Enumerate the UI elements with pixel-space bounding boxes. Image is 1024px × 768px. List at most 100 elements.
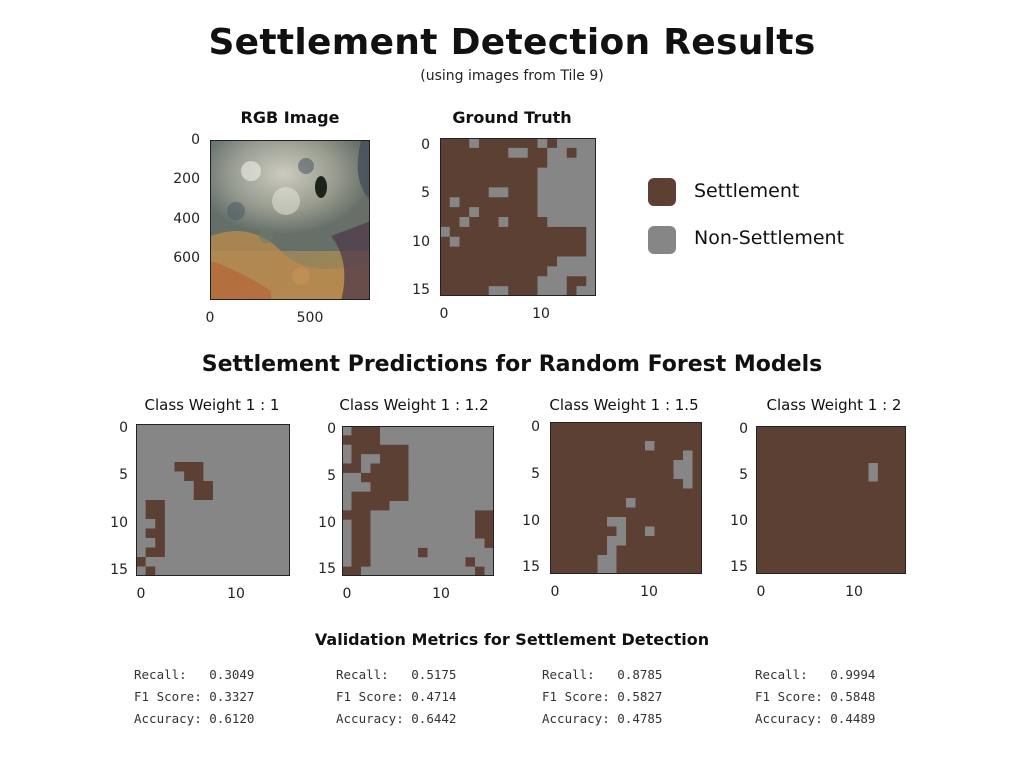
settlement-cell [566, 286, 577, 296]
y-tick: 10 [318, 515, 336, 531]
settlement-cell [896, 546, 906, 556]
non-settlement-cell [280, 500, 290, 510]
non-settlement-cell [389, 426, 400, 436]
non-settlement-cell [164, 557, 175, 567]
non-settlement-cell [232, 471, 243, 482]
non-settlement-cell [241, 433, 252, 444]
settlement-cell [896, 426, 906, 436]
settlement-cell [440, 236, 451, 248]
non-settlement-cell [222, 547, 233, 558]
metrics-block-4: Recall: 0.9994 F1 Score: 0.5848 Accuracy… [755, 664, 875, 730]
non-settlement-cell [566, 138, 577, 149]
non-settlement-cell [184, 481, 195, 491]
settlement-cell [756, 444, 766, 455]
settlement-cell [459, 147, 470, 159]
settlement-cell [508, 226, 519, 238]
settlement-cell [784, 546, 794, 556]
settlement-cell [449, 286, 460, 296]
non-settlement-cell [566, 167, 577, 178]
non-settlement-cell [145, 424, 156, 434]
settlement-cell [380, 472, 390, 483]
settlement-cell [840, 490, 851, 501]
non-settlement-cell [484, 435, 494, 446]
metric-value: 0.4489 [830, 711, 876, 726]
non-settlement-cell [645, 526, 655, 537]
settlement-cell [784, 527, 794, 538]
plot-title: Class Weight 1 : 2 [766, 396, 902, 414]
non-settlement-cell [683, 460, 693, 470]
settlement-cell [831, 518, 841, 529]
metric-label: F1 Score: [336, 689, 412, 704]
settlement-cell [821, 444, 832, 455]
settlement-cell [479, 256, 490, 267]
non-settlement-cell [232, 490, 243, 501]
settlement-cell [664, 536, 674, 546]
settlement-cell [635, 460, 646, 470]
non-settlement-cell [232, 566, 243, 576]
non-settlement-cell [475, 454, 485, 464]
non-settlement-cell [241, 500, 252, 510]
settlement-cell [802, 546, 813, 556]
non-settlement-cell [174, 547, 185, 558]
settlement-cell [607, 479, 617, 489]
settlement-cell [896, 518, 906, 529]
settlement-cell [877, 509, 888, 519]
metrics-block-3: Recall: 0.8785 F1 Score: 0.5827 Accuracy… [542, 664, 662, 730]
settlement-cell [380, 444, 390, 455]
non-settlement-cell [213, 490, 224, 501]
non-settlement-cell [475, 557, 485, 568]
settlement-cell [569, 422, 579, 432]
settlement-cell [527, 187, 538, 198]
non-settlement-cell [241, 452, 252, 463]
settlement-cell [557, 246, 568, 257]
non-settlement-cell [465, 426, 476, 436]
settlement-cell [774, 537, 785, 547]
settlement-cell [793, 509, 804, 519]
settlement-cell [518, 177, 529, 188]
settlement-cell [664, 507, 674, 518]
settlement-cell [692, 517, 702, 527]
non-settlement-cell [683, 469, 693, 480]
non-settlement-cell [342, 426, 352, 436]
settlement-cell [527, 266, 538, 277]
non-settlement-cell [136, 538, 147, 548]
non-settlement-cell [222, 462, 233, 472]
settlement-cell [607, 422, 617, 432]
settlement-cell [840, 435, 851, 445]
non-settlement-cell [251, 500, 262, 510]
non-settlement-cell [389, 547, 400, 558]
settlement-cell [840, 546, 851, 556]
non-settlement-cell [174, 433, 185, 444]
non-settlement-cell [241, 490, 252, 501]
settlement-cell [479, 207, 490, 218]
settlement-cell [588, 507, 598, 518]
settlement-cell [537, 147, 548, 159]
settlement-cell [479, 266, 490, 277]
settlement-cell [193, 462, 204, 472]
non-settlement-cell [446, 491, 457, 502]
non-settlement-cell [145, 481, 156, 491]
settlement-cell [774, 426, 785, 436]
settlement-cell [821, 500, 832, 510]
settlement-cell [821, 490, 832, 501]
non-settlement-cell [484, 444, 494, 455]
non-settlement-cell [645, 441, 655, 451]
non-settlement-cell [389, 538, 400, 549]
rgb-y-tick: 400 [173, 211, 200, 227]
settlement-cell [597, 450, 608, 461]
settlement-cell [756, 537, 766, 547]
non-settlement-cell [418, 444, 428, 455]
settlement-cell [588, 450, 598, 461]
settlement-cell [518, 207, 529, 218]
non-settlement-cell [232, 500, 243, 510]
settlement-cell [484, 510, 494, 521]
settlement-cell [877, 435, 888, 445]
settlement-cell [831, 453, 841, 464]
settlement-cell [607, 460, 617, 470]
non-settlement-cell [270, 471, 281, 482]
settlement-cell [498, 246, 509, 257]
settlement-cell [840, 453, 851, 464]
settlement-cell [588, 488, 598, 499]
non-settlement-cell [408, 538, 419, 549]
settlement-cell [774, 490, 785, 501]
